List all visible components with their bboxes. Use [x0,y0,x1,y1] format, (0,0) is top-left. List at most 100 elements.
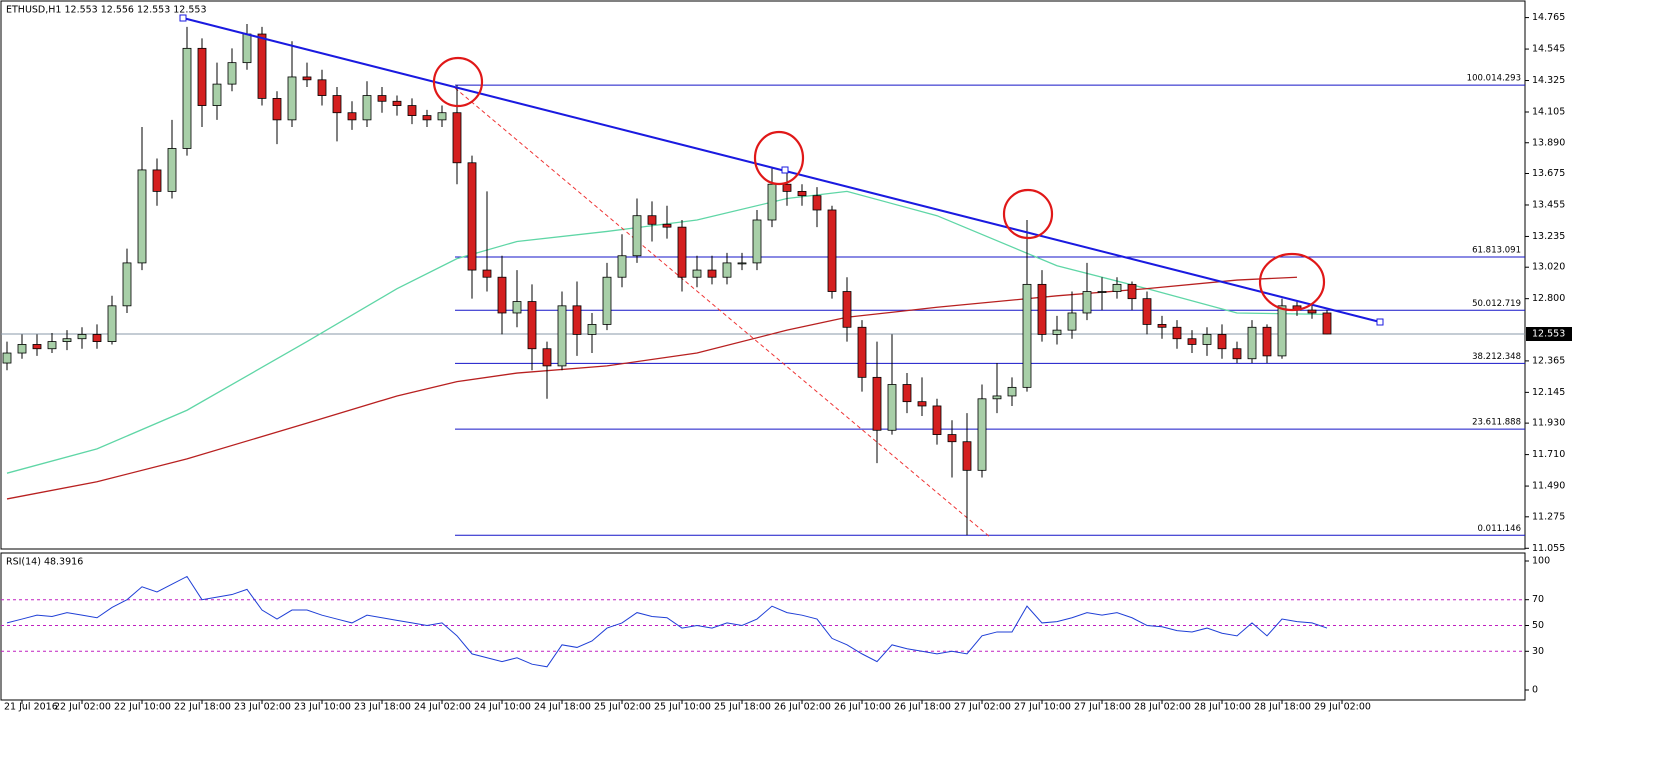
candle-body [632,215,642,257]
candle-body [92,334,102,342]
highlight-circle [1258,252,1326,312]
candle-body [497,276,507,314]
main-panel [0,0,1526,550]
candle-body [107,305,117,342]
y-tick-label: 11.930 [1532,418,1565,429]
y-tick-label: 14.765 [1532,12,1565,23]
fib-price: 14.293 [1491,74,1521,84]
rsi-line [6,575,1328,668]
candle-body [767,183,777,221]
fib-price: 12.348 [1491,352,1521,362]
trendline-handle [1376,318,1384,326]
x-tick-label: 26 Jul 02:00 [774,702,831,713]
x-tick-label: 28 Jul 10:00 [1194,702,1251,713]
candle-body [1172,326,1182,340]
candle-body [572,305,582,335]
candle-body [272,98,282,121]
fib-level-label: 38.2 [1472,352,1491,362]
y-tick-label: 11.710 [1532,449,1565,460]
candle-body [1007,386,1017,397]
candle-body [932,405,942,435]
fib-level-label: 0.0 [1477,524,1491,534]
candle-body [917,401,927,407]
candle-body [887,384,897,431]
y-tick-label: 12.365 [1532,355,1565,366]
candle-body [557,305,567,367]
candle-body [527,301,537,350]
x-tick-label: 27 Jul 10:00 [1014,702,1071,713]
candle-body [77,334,87,340]
candle-body [1052,329,1062,335]
y-tick-label: 13.455 [1532,199,1565,210]
y-tick-label: 11.275 [1532,511,1565,522]
candle-body [122,262,132,307]
candle-body [62,338,72,342]
candle-body [707,269,717,278]
candle-body [317,79,327,96]
candle-body [992,395,1002,400]
candle-body [542,348,552,367]
x-tick-label: 21 Jul 2016 [4,702,58,713]
candle-body [1037,283,1047,335]
candle-body [1067,312,1077,331]
candle-body [1187,338,1197,345]
x-tick-label: 26 Jul 10:00 [834,702,891,713]
x-tick-label: 23 Jul 18:00 [354,702,411,713]
y-tick-label: 12.800 [1532,293,1565,304]
candle-body [1322,312,1332,335]
candle-body [812,195,822,211]
candle-body [617,255,627,278]
candle-body [872,376,882,431]
candle-body [377,95,387,102]
x-tick-label: 29 Jul 02:00 [1314,702,1371,713]
candle-body [422,115,432,121]
rsi-y-tick-label: 100 [1532,556,1550,567]
last-price-box [1526,327,1572,342]
candle-body [587,324,597,335]
candle-body [962,441,972,471]
candle-body [1082,291,1092,314]
candle-body [182,47,192,149]
candle-body [1022,283,1032,388]
y-tick-label: 13.890 [1532,137,1565,148]
candle-body [392,100,402,106]
rsi-title: RSI(14) 48.3916 [6,557,83,568]
candle-body [467,162,477,271]
fib-price: 11.888 [1491,418,1521,428]
candle-body [47,341,57,350]
candle-body [752,219,762,264]
x-tick-label: 23 Jul 02:00 [234,702,291,713]
candle-body [452,112,462,164]
fib-price: 13.091 [1491,246,1521,256]
y-tick-label: 14.545 [1532,44,1565,55]
candle-body [647,215,657,225]
candle-body [407,105,417,116]
fib-level-label: 100.0 [1467,74,1491,84]
candle-body [737,262,747,265]
chart-title: ETHUSD,H1 12.553 12.556 12.553 12.553 [6,5,207,16]
trendline-handle [781,166,789,174]
highlight-circle [1002,188,1054,240]
y-tick-label: 13.020 [1532,262,1565,273]
candle-body [1157,324,1167,328]
candle-body [197,47,207,106]
trendline-handle [179,14,187,22]
candle-body [842,291,852,328]
fib-level-label: 50.0 [1472,299,1491,309]
candle-body [1262,326,1272,357]
candle-body [722,262,732,278]
candle-body [2,352,12,364]
candle-body [1097,291,1107,293]
y-tick-label: 13.235 [1532,231,1565,242]
x-tick-label: 23 Jul 10:00 [294,702,351,713]
y-tick-label: 14.325 [1532,75,1565,86]
candle-body [947,434,957,443]
rsi-panel [0,552,1526,701]
x-tick-label: 28 Jul 02:00 [1134,702,1191,713]
candle-body [827,209,837,292]
fib-level-label: 61.8 [1472,246,1491,256]
x-tick-label: 22 Jul 18:00 [174,702,231,713]
candle-body [602,276,612,325]
